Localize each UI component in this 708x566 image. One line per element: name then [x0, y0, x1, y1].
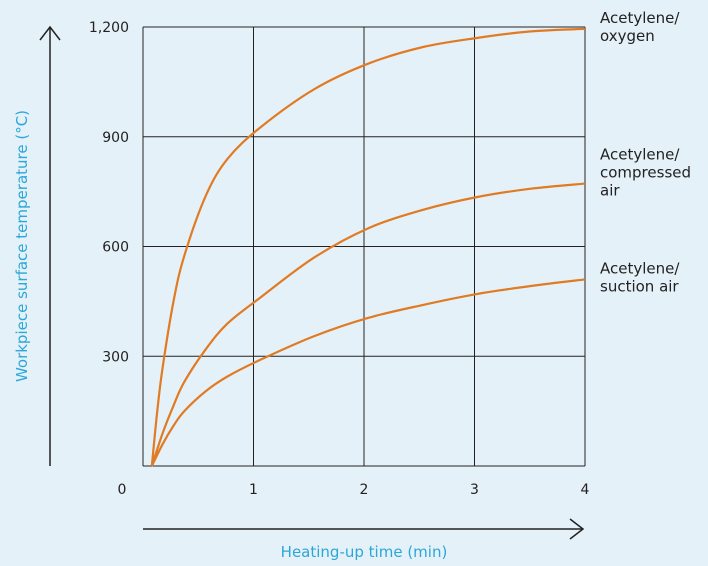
- y-tick-label: 300: [102, 349, 129, 365]
- x-tick-label: 0: [118, 482, 127, 498]
- x-tick-label: 4: [581, 482, 590, 498]
- series-lines: [150, 27, 586, 467]
- grid: [142, 26, 586, 467]
- y-tick-label: 900: [102, 130, 129, 146]
- series-line-3: [150, 278, 586, 467]
- series-label-1: Acetylene/oxygen: [600, 9, 680, 45]
- series-line-1: [150, 27, 586, 467]
- x-tick-label: 3: [470, 482, 479, 498]
- x-axis-title: Heating-up time (min): [281, 543, 448, 561]
- series-line-2: [150, 182, 586, 467]
- y-axis-title: Workpiece surface temperature (°C): [13, 110, 31, 382]
- series-label-2: Acetylene/compressed air: [600, 146, 691, 200]
- y-axis-arrow: [39, 25, 61, 466]
- series-label-3: Acetylene/suction air: [600, 259, 680, 295]
- x-tick-label: 1: [249, 482, 258, 498]
- x-axis-arrow: [143, 518, 585, 540]
- x-tick-label: 2: [360, 482, 369, 498]
- y-tick-labels: 300 600 900 1,200: [89, 20, 129, 365]
- x-tick-labels: 0 1 2 3 4: [118, 482, 590, 498]
- y-tick-label: 600: [102, 240, 129, 256]
- series-labels: Acetylene/oxygen Acetylene/compressed air A…: [600, 9, 691, 296]
- y-tick-label: 1,200: [89, 20, 129, 36]
